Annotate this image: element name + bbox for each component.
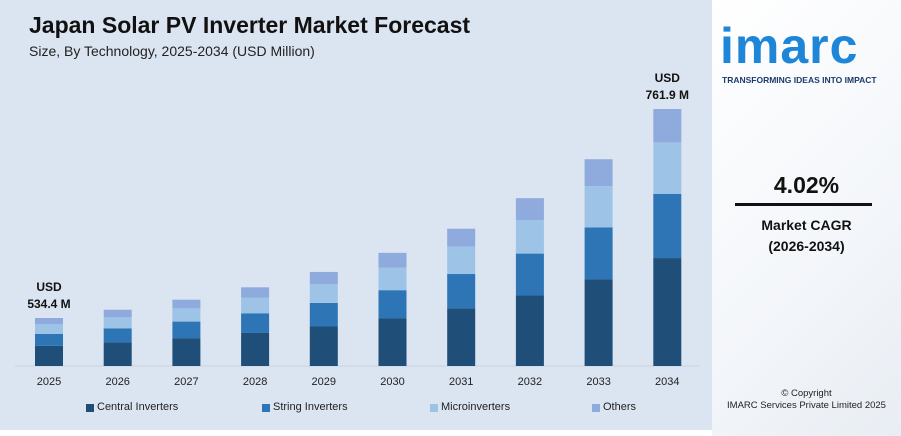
bar-segment — [35, 333, 63, 346]
legend-item-micro: Microinverters — [430, 401, 510, 414]
bar-segment — [172, 308, 201, 322]
bar-segment — [447, 246, 476, 275]
bar-segment — [103, 342, 132, 366]
chart-title: Japan Solar PV Inverter Market Forecast — [29, 12, 471, 38]
legend-swatch — [262, 403, 270, 412]
x-tick-label: 2026 — [105, 376, 129, 388]
bar-segment — [172, 338, 201, 366]
bar-segment — [653, 109, 682, 143]
x-tick-label: 2030 — [380, 376, 404, 388]
bar-segment — [653, 258, 682, 366]
copyright-line2: IMARC Services Private Limited 2025 — [727, 400, 886, 411]
bar-segment — [584, 279, 613, 366]
bar-segment — [309, 284, 338, 303]
bar-segment — [35, 324, 63, 334]
divider — [735, 203, 872, 206]
legend-item-string: String Inverters — [262, 401, 348, 414]
bar-segment — [241, 313, 270, 333]
x-tick-label: 2025 — [37, 376, 61, 388]
bar-chart: 2025 USD 534.4 M 2026 2027 2028 2029 2030 2031 20… — [15, 71, 700, 388]
bar-segment — [172, 299, 201, 309]
total-label-currency: USD — [655, 71, 681, 85]
cagr-label: Market CAGR (2026-2034) — [712, 215, 901, 257]
legend-item-others: Others — [592, 401, 636, 414]
bar-segment — [309, 271, 338, 285]
bar-segment — [584, 186, 613, 228]
tagline: TRANSFORMING IDEAS INTO IMPACT — [722, 75, 877, 85]
x-tick-label: 2033 — [586, 376, 610, 388]
imarc-logo: imarc — [720, 18, 859, 74]
bar-segment — [103, 328, 132, 343]
bar-segment — [447, 228, 476, 247]
x-tick-label: 2029 — [312, 376, 336, 388]
x-tick-label: 2027 — [174, 376, 198, 388]
cagr-period: (2026-2034) — [768, 238, 845, 254]
cagr-value: 4.02% — [773, 172, 840, 198]
total-label-value: 761.9 M — [646, 88, 689, 102]
chart-subtitle: Size, By Technology, 2025-2034 (USD Mill… — [29, 43, 315, 59]
x-tick-label: 2028 — [243, 376, 267, 388]
bar-segment — [378, 318, 407, 366]
x-tick-label: 2031 — [449, 376, 473, 388]
bar-segment — [35, 318, 63, 325]
brand-panel: imarc TRANSFORMING IDEAS INTO IMPACT 4.0… — [712, 0, 901, 436]
legend-item-central: Central Inverters — [86, 401, 178, 414]
legend-swatch — [592, 403, 600, 412]
x-tick-label: 2032 — [518, 376, 542, 388]
bar-segment — [309, 302, 338, 327]
legend-label: Others — [603, 401, 637, 413]
bar-segment — [378, 267, 407, 291]
bar-segment — [103, 317, 132, 329]
bar-segment — [241, 287, 270, 298]
legend-label: String Inverters — [273, 401, 348, 413]
bar-segment — [35, 345, 63, 366]
bar-segment — [447, 274, 476, 309]
legend-label: Central Inverters — [97, 401, 179, 413]
bar-segment — [515, 295, 544, 366]
legend-label: Microinverters — [441, 401, 511, 413]
bar-segment — [653, 142, 682, 194]
bar-segment — [653, 193, 682, 259]
legend-swatch — [430, 403, 438, 412]
bar-segment — [515, 220, 544, 254]
copyright-line1: © Copyright — [781, 388, 832, 399]
bar-segment — [378, 290, 407, 319]
x-tick-label: 2034 — [655, 376, 679, 388]
total-label-value: 534.4 M — [27, 297, 70, 311]
bar-segment — [584, 227, 613, 280]
bar-segment — [515, 198, 544, 221]
bar-segment — [309, 326, 338, 366]
cagr-label-text: Market CAGR — [761, 217, 852, 233]
legend-swatch — [86, 403, 94, 412]
total-label-currency: USD — [36, 280, 62, 294]
bar-segment — [515, 253, 544, 296]
bar-segment — [447, 308, 476, 366]
bar-segment — [378, 252, 407, 268]
bar-segment — [241, 297, 270, 314]
copyright: © Copyright IMARC Services Private Limit… — [712, 388, 901, 412]
bar-segment — [584, 159, 613, 187]
chart-panel: Japan Solar PV Inverter Market Forecast … — [0, 0, 712, 430]
bar-segment — [241, 332, 270, 366]
bar-segment — [172, 321, 201, 339]
bar-segment — [103, 309, 132, 318]
